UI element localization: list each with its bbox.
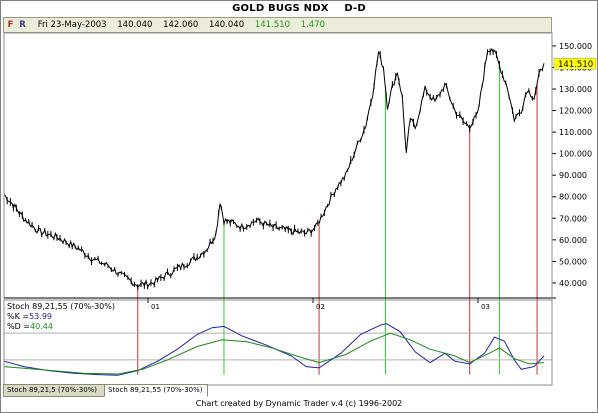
y-tick-label: 50.000 (559, 257, 587, 266)
instrument-name: GOLD BUGS NDX (232, 3, 329, 14)
flag-r-button[interactable]: R (19, 20, 26, 30)
tab-stoch-89-21-5[interactable]: Stoch 89,21,5 (70%-30%) (3, 384, 109, 397)
stoch-k-line (3, 323, 545, 376)
quote-date: Fri 23-May-2003 (37, 20, 107, 30)
price-series (3, 47, 545, 290)
chart-title: GOLD BUGS NDX D-D (0, 3, 598, 14)
quote-change: 1.470 (300, 20, 326, 30)
y-tick-label: 90.000 (559, 171, 587, 180)
last-price-label: 141.510 (558, 60, 593, 70)
stochastic-panel: Stoch 89,21,55 (70%-30%)%K =53.99%D =40.… (3, 302, 552, 376)
quote-high: 142.060 (163, 20, 199, 30)
flag-f-button[interactable]: F (7, 20, 14, 30)
stoch-k-legend: %K =53.99 (7, 312, 52, 321)
quote-open: 140.040 (117, 20, 153, 30)
x-tick-label: 03 (481, 303, 490, 311)
price-line (3, 47, 545, 289)
quote-close: 141.510 (254, 20, 290, 30)
y-tick-label: 110.000 (559, 128, 592, 137)
y-tick-label: 70.000 (559, 214, 587, 223)
y-tick-label: 60.000 (559, 236, 587, 245)
stoch-k-value: 53.99 (29, 312, 52, 321)
y-tick-label: 130.000 (559, 85, 592, 94)
quote-low: 140.040 (208, 20, 245, 30)
period-label: D-D (344, 3, 366, 14)
y-tick-label: 40.000 (559, 279, 587, 288)
y-tick-label: 120.000 (559, 107, 592, 116)
stoch-k-label: %K = (7, 312, 29, 321)
x-tick-label: 02 (316, 303, 325, 311)
stoch-d-line (3, 332, 545, 375)
y-tick-label: 150.000 (559, 42, 592, 51)
y-tick-label: 100.000 (559, 150, 592, 159)
y-tick-label: 80.000 (559, 193, 587, 202)
last-price-marker: 141.510 (553, 57, 597, 70)
turning-point-lines (137, 65, 538, 375)
stoch-d-value: 40.44 (30, 322, 53, 331)
x-tick-label: 01 (151, 303, 160, 311)
stoch-d-label: %D = (7, 322, 30, 331)
y-axis-ticks: 40.000 50.000 60.000 70.000 80.000 90.000 100.… (552, 42, 592, 288)
footer-credit: Chart created by Dynamic Trader v.4 (c) … (195, 399, 403, 408)
stoch-d-legend: %D =40.44 (7, 322, 53, 331)
tab-stoch-89-21-55[interactable]: Stoch 89,21,55 (70%-30%) (104, 384, 208, 397)
stoch-legend-title: Stoch 89,21,55 (70%-30%) (7, 302, 115, 311)
last-price-box (553, 57, 597, 70)
